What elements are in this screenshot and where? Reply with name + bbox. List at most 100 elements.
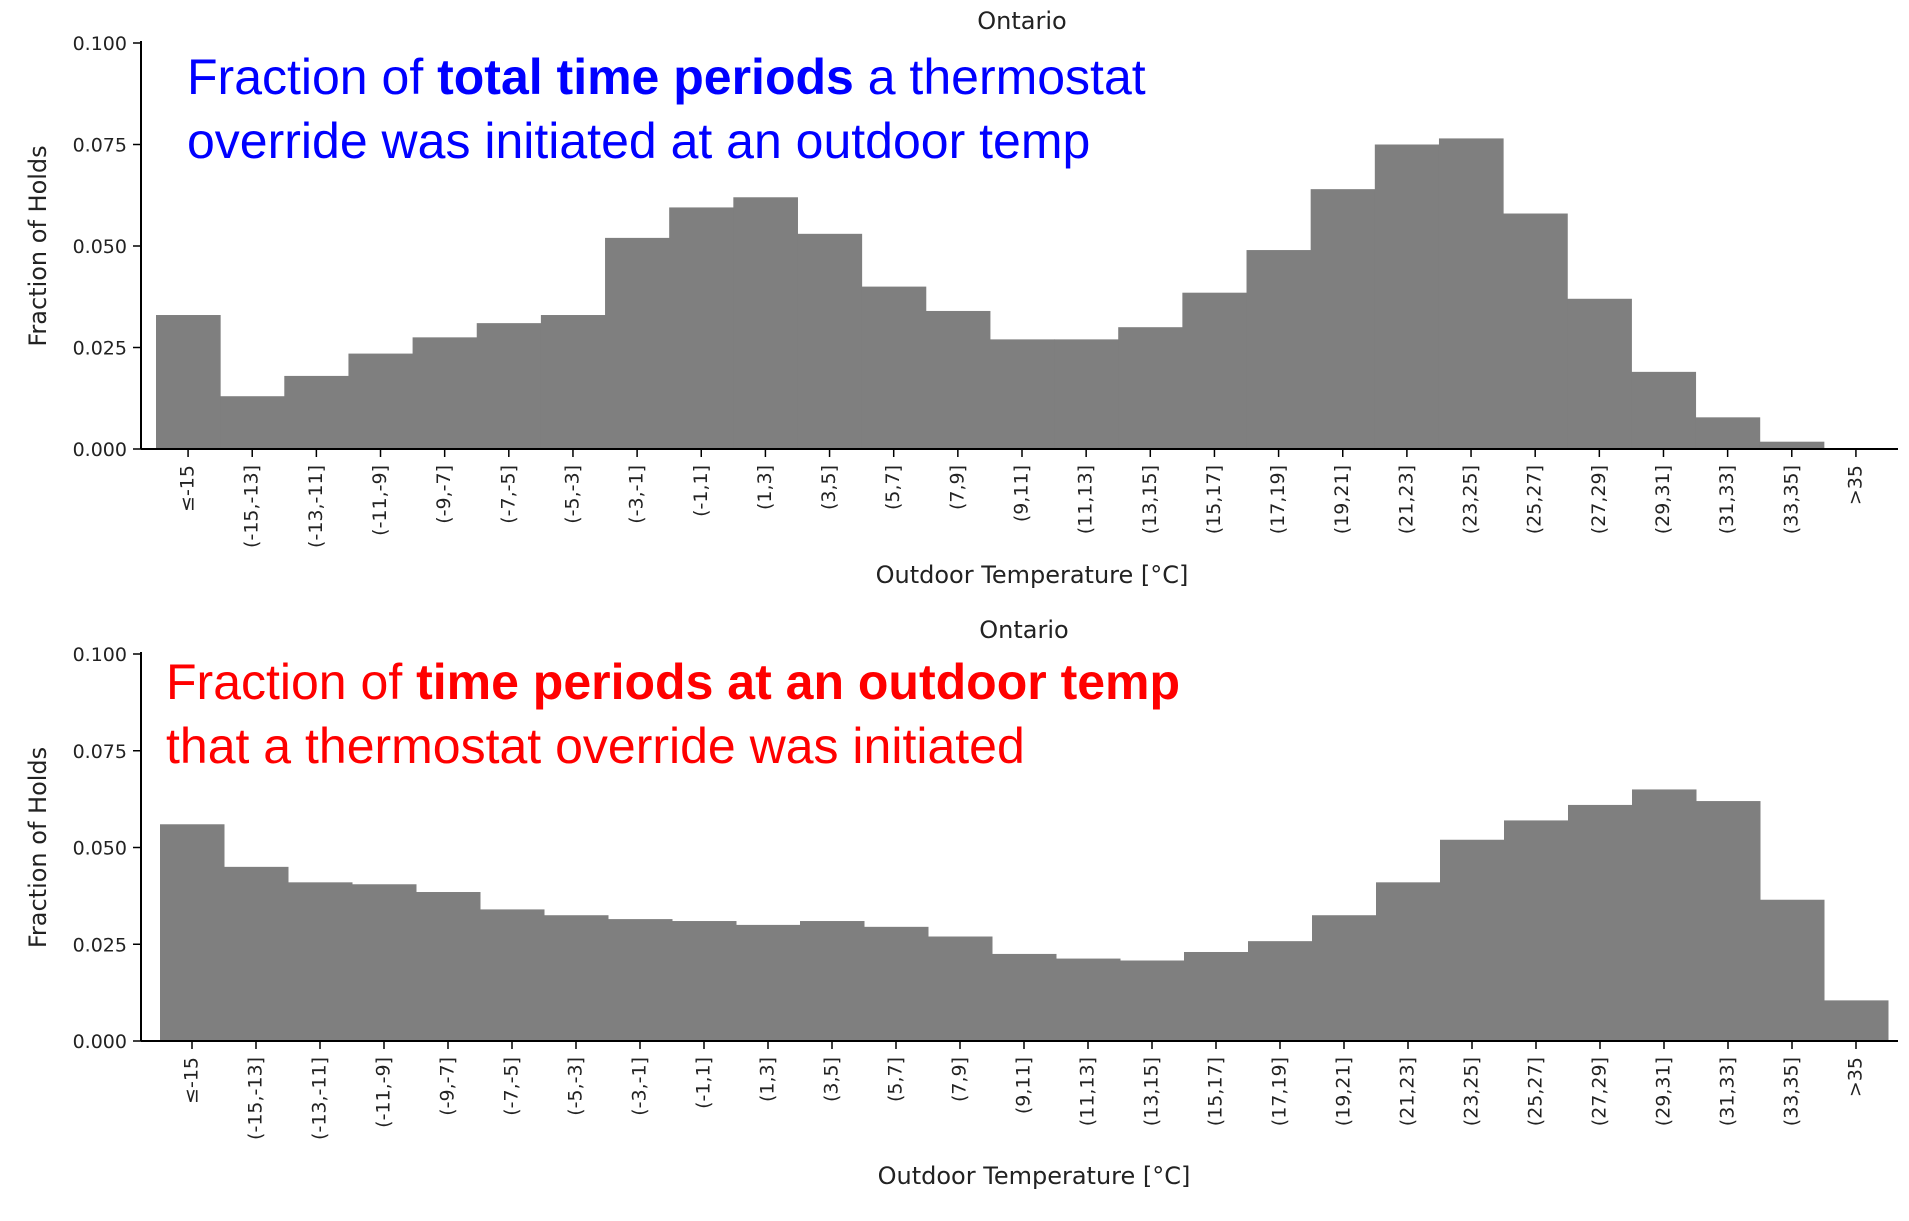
chart0-bar (412, 337, 478, 449)
chart0-bar (156, 315, 221, 449)
chart1-bar (1632, 789, 1697, 1041)
chart1-bar (1504, 820, 1569, 1041)
chart0-bar (989, 339, 1055, 449)
chart0-bar (861, 286, 927, 449)
chart0-x-tick-label: (-1,1] (690, 465, 712, 517)
chart1-x-tick-label: (-11,-9] (373, 1057, 395, 1128)
chart1-x-tick-label: (-3,-1] (629, 1057, 651, 1116)
chart0-x-tick-label: (-11,-9] (369, 465, 391, 536)
chart1-bar (1824, 1000, 1889, 1041)
chart1-bar (1376, 882, 1441, 1041)
chart0-y-axis-label: Fraction of Holds (24, 145, 52, 346)
chart1-x-tick-label: (23,25] (1461, 1057, 1483, 1126)
chart1-x-tick-label: (13,15] (1141, 1057, 1163, 1126)
chart1-bar (672, 921, 737, 1041)
annotation-top: Fraction of total time periods a thermos… (187, 45, 1146, 173)
chart0-x-tick-label: (11,13] (1075, 465, 1097, 534)
chart1-x-tick-label: (-1,1] (693, 1057, 715, 1109)
chart1-title: Ontario (979, 616, 1068, 644)
chart1-x-tick-label: (25,27] (1525, 1057, 1547, 1126)
chart1-x-tick-label: (-13,-11] (309, 1057, 331, 1140)
chart1-bar (288, 882, 353, 1041)
chart1-x-tick-label: >35 (1845, 1057, 1867, 1097)
chart1-bar (1312, 915, 1377, 1041)
chart0-x-tick-label: (-7,-5] (497, 465, 519, 524)
chart1-x-tick-label: (9,11] (1013, 1057, 1035, 1114)
chart1-bar (1120, 960, 1185, 1041)
chart0-x-tick-label: (3,5] (818, 465, 840, 510)
chart-bottom: Ontario 0.000 0.025 0.050 0.075 0.100 ≤-15 (-15… (24, 616, 1898, 1190)
chart0-x-tick-label: (33,35] (1780, 465, 1802, 534)
annotation-top-pre: Fraction of (187, 49, 438, 105)
chart0-x-tick-label: (-13,-11] (305, 465, 327, 548)
chart1-y-tick-label: 0.050 (73, 838, 127, 860)
annotation-top-post: a thermostat (853, 49, 1146, 105)
chart1-x-tick-label: (31,33] (1717, 1057, 1739, 1126)
chart0-bar (669, 207, 734, 449)
chart1-x-tick-label: (33,35] (1781, 1057, 1803, 1126)
chart0-bar (925, 310, 991, 449)
chart0-x-tick-label: (27,29] (1588, 465, 1610, 534)
chart1-bar (1184, 951, 1249, 1041)
annotation-bottom-line1: Fraction of time periods at an outdoor t… (166, 650, 1180, 714)
chart0-x-tick-label: (1,3] (754, 465, 776, 510)
annotation-bottom-bold: time periods at an outdoor temp (416, 654, 1181, 710)
chart0-y-tick-label: 0.100 (73, 33, 127, 55)
chart0-bar (1374, 144, 1440, 449)
annotation-top-line1: Fraction of total time periods a thermos… (187, 45, 1146, 109)
chart0-x-tick-label: (15,17] (1203, 465, 1225, 534)
chart1-bar (864, 926, 929, 1041)
chart1-y-axis-label: Fraction of Holds (24, 747, 52, 948)
chart1-bar (608, 919, 673, 1041)
chart1-x-tick-label: (27,29] (1589, 1057, 1611, 1126)
chart0-bar (1182, 292, 1248, 449)
chart0-bar (540, 315, 606, 449)
chart-top: Ontario 0.000 0.025 0.050 0.075 0.100 ≤-15 (-15… (24, 7, 1898, 589)
chart1-x-tick-label: (-15,-13] (245, 1057, 267, 1140)
chart1-bar (736, 924, 801, 1041)
chart0-x-tick-label: ≤-15 (177, 465, 199, 512)
chart1-x-tick-label: ≤-15 (181, 1057, 203, 1104)
chart0-x-tick-label: (13,15] (1139, 465, 1161, 534)
chart0-bar (348, 353, 414, 449)
chart0-x-tick-label: (-3,-1] (626, 465, 648, 524)
chart0-bar (1695, 417, 1761, 449)
chart0-x-tick-label: (7,9] (946, 465, 968, 510)
chart0-x-tick-label: (23,25] (1460, 465, 1482, 534)
chart-panel-bottom: Ontario 0.000 0.025 0.050 0.075 0.100 ≤-15 (-15… (0, 605, 1909, 1221)
chart0-bar (1631, 371, 1697, 449)
annotation-bottom-pre: Fraction of (166, 654, 417, 710)
chart1-bar (992, 953, 1057, 1041)
chart1-x-tick-label: (-9,-7] (437, 1057, 459, 1116)
chart1-x-tick-label: (1,3] (757, 1057, 779, 1102)
annotation-top-bold: total time periods (437, 49, 854, 105)
chart1-bar (800, 921, 865, 1041)
chart1-bar (480, 909, 545, 1041)
chart1-x-tick-label: (7,9] (949, 1057, 971, 1102)
chart1-x-tick-label: (19,21] (1333, 1057, 1355, 1126)
chart0-bar (797, 233, 863, 449)
chart0-x-tick-label: (9,11] (1011, 465, 1033, 522)
chart1-bars (160, 789, 1889, 1041)
chart1-x-tick-label: (5,7] (885, 1057, 907, 1102)
chart0-title: Ontario (977, 7, 1066, 35)
chart0-bar (1567, 298, 1632, 449)
chart0-y-tick-label: 0.000 (73, 439, 127, 461)
chart0-bar (476, 323, 542, 449)
chart1-bar (928, 936, 993, 1041)
chart1-x-tick-label: (-7,-5] (501, 1057, 523, 1116)
chart0-x-tick-label: >35 (1844, 465, 1866, 505)
chart0-x-tick-label: (-9,-7] (433, 465, 455, 524)
chart1-bar (1248, 941, 1313, 1041)
chart1-bar (224, 866, 289, 1041)
chart0-bar (284, 375, 349, 449)
chart1-bar (1440, 839, 1505, 1041)
chart0-x-tick-label: (-15,-13] (241, 465, 263, 548)
chart1-x-tick-label: (15,17] (1205, 1057, 1227, 1126)
chart-panel-top: Ontario 0.000 0.025 0.050 0.075 0.100 ≤-15 (-15… (0, 0, 1909, 605)
chart1-y-tick-label: 0.100 (73, 644, 127, 666)
chart1-bar (352, 884, 417, 1041)
annotation-bottom-line2: that a thermostat override was initiated (166, 718, 1025, 774)
chart1-bar (1056, 958, 1121, 1041)
chart0-y-tick-label: 0.050 (73, 236, 127, 258)
